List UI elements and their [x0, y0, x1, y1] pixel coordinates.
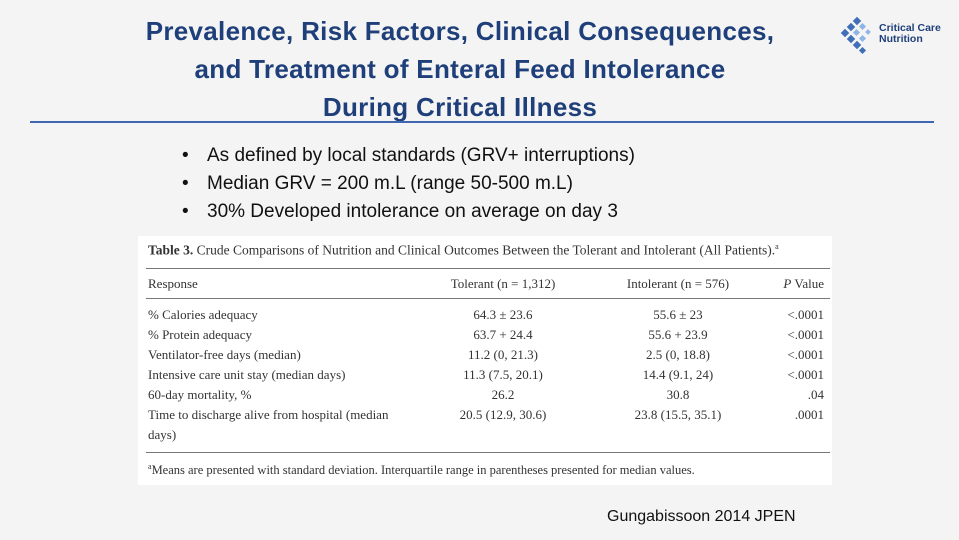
- row-response: Time to discharge alive from hospital (m…: [148, 407, 389, 422]
- title-line-1: Prevalence, Risk Factors, Clinical Conse…: [145, 16, 775, 46]
- row-response: 60-day mortality, %: [148, 387, 252, 402]
- row-tolerant: 64.3 ± 23.6: [473, 307, 533, 322]
- row-intolerant: 55.6 ± 23: [653, 307, 703, 322]
- row-p-value: <.0001: [787, 367, 824, 382]
- critical-care-nutrition-logo: Critical Care Nutrition: [836, 14, 946, 58]
- logo-text-line-1: Critical Care: [879, 22, 941, 34]
- table-bottom-rule: [146, 452, 830, 453]
- bullet-item: 30% Developed intolerance on average on …: [182, 198, 635, 226]
- row-intolerant: 14.4 (9.1, 24): [642, 367, 714, 382]
- results-table-figure: Table 3. Crude Comparisons of Nutrition …: [138, 236, 832, 485]
- row-tolerant: 26.2: [491, 387, 515, 402]
- table-caption-label: Table 3.: [148, 242, 194, 258]
- logo-text-line-2: Nutrition: [879, 33, 923, 45]
- bullet-item: Median GRV = 200 m.L (range 50-500 m.L): [182, 170, 635, 198]
- row-p-value: <.0001: [787, 327, 824, 342]
- header-tolerant: Tolerant (n = 1,312): [450, 276, 556, 291]
- title-line-3: During Critical Illness: [322, 92, 598, 122]
- table-header-rule: [146, 298, 830, 299]
- row-response: % Calories adequacy: [148, 307, 258, 322]
- bullet-list: As defined by local standards (GRV+ inte…: [182, 142, 635, 226]
- table-caption-sup: a: [775, 242, 779, 251]
- title-divider: [30, 121, 934, 123]
- bullet-item: As defined by local standards (GRV+ inte…: [182, 142, 635, 170]
- row-response-continued: days): [148, 427, 177, 442]
- slide-title: Prevalence, Risk Factors, Clinical Conse…: [60, 12, 860, 126]
- row-intolerant: 55.6 + 23.9: [648, 327, 708, 342]
- ccn-diamond-logo-icon: [840, 16, 871, 55]
- row-tolerant: 63.7 + 24.4: [473, 327, 533, 342]
- row-p-value: <.0001: [787, 307, 824, 322]
- row-tolerant: 11.2 (0, 21.3): [468, 347, 538, 362]
- table-top-rule: [146, 268, 830, 269]
- row-intolerant: 30.8: [666, 387, 690, 402]
- row-response: Ventilator-free days (median): [148, 347, 301, 362]
- footnote-sup: a: [148, 462, 152, 471]
- row-p-value: <.0001: [787, 347, 824, 362]
- header-p-value: P Value: [778, 276, 824, 292]
- header-p-letter: P: [783, 276, 792, 291]
- row-intolerant: 2.5 (0, 18.8): [646, 347, 710, 362]
- logo-text: Critical Care Nutrition: [879, 23, 941, 45]
- row-tolerant: 20.5 (12.9, 30.6): [459, 407, 547, 422]
- table-caption: Table 3. Crude Comparisons of Nutrition …: [148, 242, 779, 259]
- title-line-2: and Treatment of Enteral Feed Intoleranc…: [194, 54, 726, 84]
- row-p-value: .0001: [794, 407, 824, 422]
- citation: Gungabissoon 2014 JPEN: [607, 508, 796, 525]
- row-intolerant: 23.8 (15.5, 35.1): [634, 407, 722, 422]
- header-intolerant: Intolerant (n = 576): [618, 276, 738, 292]
- table-footnote: aMeans are presented with standard devia…: [148, 462, 695, 478]
- row-tolerant: 11.3 (7.5, 20.1): [463, 367, 543, 382]
- table-caption-text: Crude Comparisons of Nutrition and Clini…: [196, 242, 776, 258]
- header-intolerant-text: Intolerant (n = 576): [626, 276, 730, 291]
- row-response: % Protein adequacy: [148, 327, 252, 342]
- header-p-rest: Value: [791, 276, 824, 291]
- footnote-text: Means are presented with standard deviat…: [151, 463, 695, 478]
- row-p-value: .04: [807, 387, 824, 402]
- row-response: Intensive care unit stay (median days): [148, 367, 346, 382]
- header-response: Response: [148, 276, 198, 291]
